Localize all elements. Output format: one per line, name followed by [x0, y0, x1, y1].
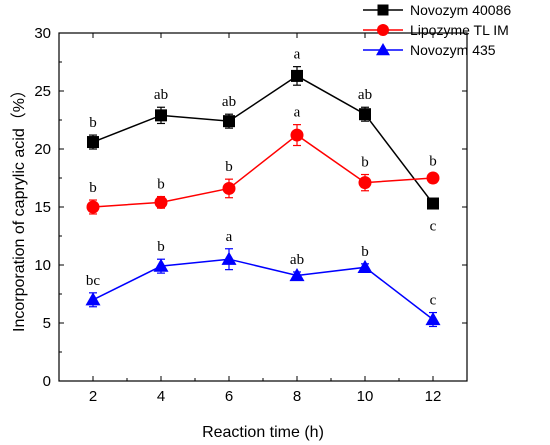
- marker-triangle: [153, 258, 169, 272]
- significance-label: b: [361, 155, 369, 171]
- series-line: [92, 258, 434, 321]
- marker-square: [223, 115, 235, 128]
- significance-label: ab: [290, 252, 304, 268]
- significance-label: b: [225, 159, 233, 175]
- y-tick-label: 20: [34, 141, 51, 158]
- marker-circle: [358, 176, 372, 190]
- legend: Novozym 40086 Lipozyme TL IM Novozym 435: [363, 2, 511, 58]
- significance-label: b: [361, 244, 369, 260]
- marker-circle: [222, 181, 236, 195]
- x-tick-label: 4: [157, 388, 165, 405]
- series-line: [92, 134, 434, 208]
- significance-label: ab: [154, 87, 168, 103]
- marker-triangle: [357, 259, 373, 273]
- significance-label: b: [157, 177, 165, 193]
- marker-triangle: [85, 292, 101, 306]
- plot-frame: [58, 32, 468, 382]
- y-tick-label: 15: [34, 199, 51, 216]
- marker-square: [291, 69, 303, 82]
- significance-label: a: [294, 47, 301, 63]
- x-tick-label: 2: [89, 388, 97, 405]
- legend-item: Novozym 435: [363, 42, 496, 58]
- significance-label: bc: [86, 273, 101, 289]
- marker-square: [427, 197, 439, 210]
- significance-label: ab: [222, 94, 236, 110]
- significance-label: a: [226, 229, 233, 245]
- marker-circle: [154, 195, 168, 209]
- series-lipozyme-tl-im: b b b a b b: [86, 105, 440, 215]
- series-line: [92, 75, 434, 204]
- y-tick-label: 25: [34, 83, 51, 100]
- marker-circle: [86, 200, 100, 214]
- significance-label: b: [89, 115, 97, 131]
- y-tick-label: 30: [34, 25, 51, 42]
- y-tick-label: 0: [43, 373, 51, 390]
- legend-item: Novozym 40086: [363, 2, 511, 18]
- y-tick-label: 10: [34, 257, 51, 274]
- legend-label: Lipozyme TL IM: [410, 22, 509, 38]
- marker-triangle: [425, 312, 441, 326]
- significance-label: b: [157, 239, 165, 255]
- significance-label: a: [294, 105, 301, 121]
- marker-triangle: [289, 267, 305, 282]
- x-tick-label: 10: [357, 388, 374, 405]
- x-tick-label: 8: [293, 388, 301, 405]
- significance-label: c: [430, 293, 437, 309]
- x-axis-title: Reaction time (h): [202, 424, 324, 441]
- significance-label: ab: [358, 87, 372, 103]
- significance-label: b: [429, 153, 437, 169]
- marker-square: [377, 4, 389, 16]
- axes: 2 4 6 8 10 12 0 5 10 15 20 25 30: [34, 25, 468, 405]
- y-axis-title: Incorporation of caprylic acid（%）: [10, 82, 28, 332]
- legend-label: Novozym 435: [410, 42, 496, 58]
- marker-triangle: [221, 251, 237, 265]
- legend-item: Lipozyme TL IM: [363, 22, 509, 38]
- marker-square: [359, 108, 371, 121]
- y-tick-label: 5: [43, 315, 51, 332]
- marker-circle: [426, 171, 440, 185]
- marker-circle: [290, 128, 304, 142]
- legend-label: Novozym 40086: [410, 2, 511, 18]
- significance-label: b: [89, 180, 97, 196]
- x-tick-label: 6: [225, 388, 233, 405]
- marker-triangle: [376, 43, 390, 56]
- marker-square: [155, 109, 167, 122]
- marker-circle: [377, 24, 389, 36]
- marker-square: [87, 136, 99, 149]
- significance-label: c: [430, 219, 437, 235]
- x-tick-label: 12: [425, 388, 442, 405]
